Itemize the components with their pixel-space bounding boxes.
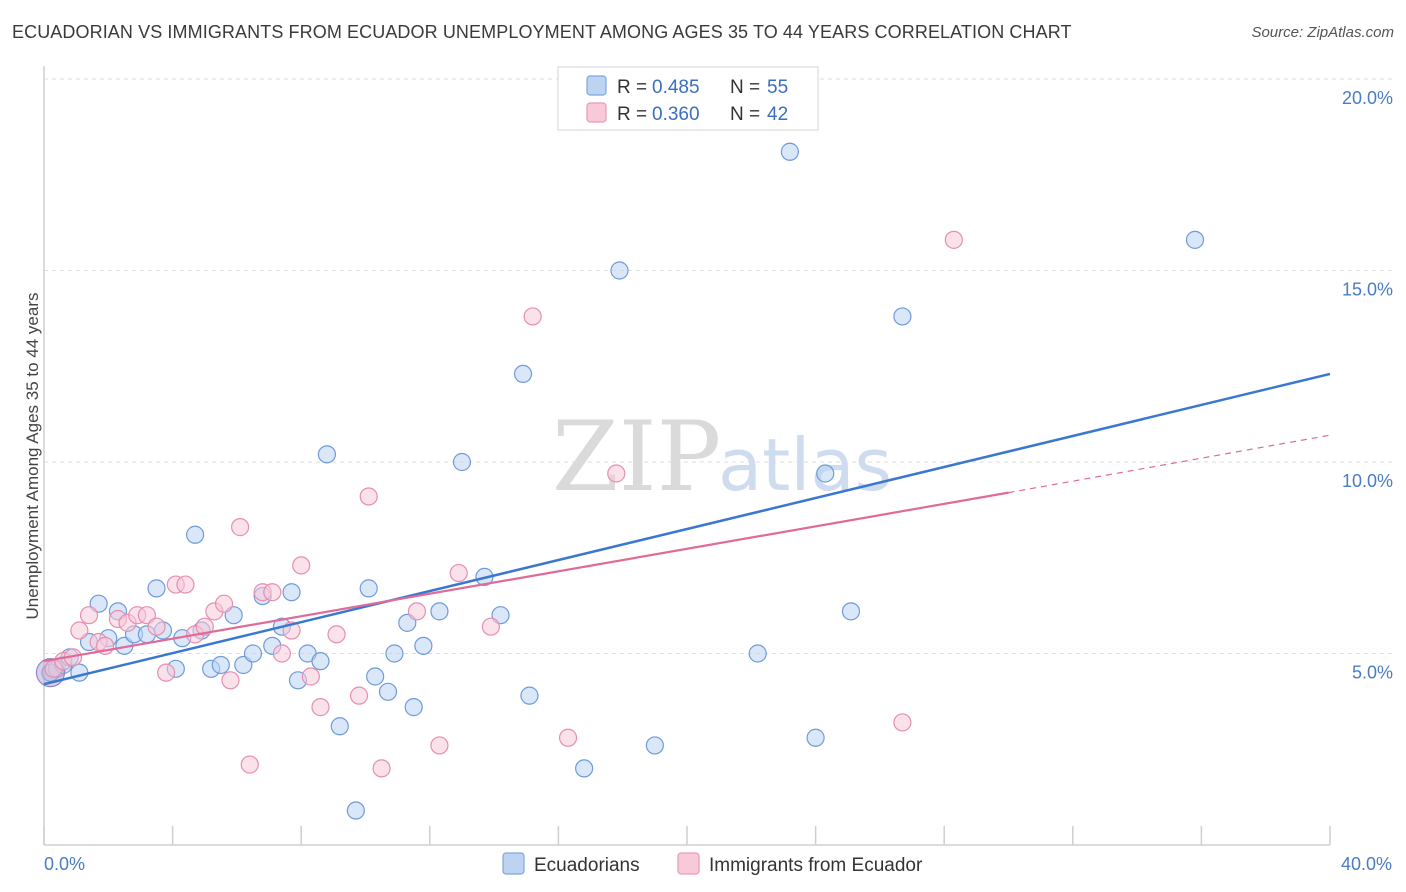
immigrants-point-28	[311, 698, 330, 717]
immigrants-point-11	[147, 617, 166, 636]
ecuadorians-point-38	[404, 698, 423, 717]
x-axis-ticks	[43, 826, 1331, 845]
legend-r-value-1: 0.485	[652, 77, 700, 98]
ecuadorians-point-31	[330, 717, 349, 736]
ecuadorians-point-35	[378, 682, 398, 701]
ecuadorians-point-36	[385, 644, 404, 663]
gridlines	[44, 78, 1392, 654]
immigrants-point-4	[79, 606, 99, 625]
immigrants-point-34	[430, 736, 449, 755]
y-tick-label-10: 10.0%	[1342, 471, 1393, 491]
ecuadorians-point-54	[893, 307, 912, 326]
immigrants-point-31	[359, 487, 378, 506]
ecuadorians-point-32	[346, 801, 365, 820]
bottom-legend-swatch-blue	[502, 852, 525, 875]
series-immigrants-points	[44, 230, 963, 778]
watermark-zip: ZIP	[552, 401, 721, 513]
trend-line-immigrants-extension	[1008, 434, 1331, 494]
immigrants-point-27	[301, 667, 320, 686]
legend-n-value-2: 42	[767, 104, 788, 125]
legend-n-label-2: N =	[730, 104, 760, 125]
ecuadorians-point-47	[610, 261, 629, 280]
legend-r-label-2: R =	[617, 104, 647, 125]
ecuadorians-point-49	[748, 644, 767, 663]
legend-n-label-1: N =	[730, 77, 760, 98]
bottom-legend-label-ecuadorians: Ecuadorians	[534, 855, 640, 876]
immigrants-point-29	[327, 625, 346, 644]
ecuadorians-point-48	[645, 736, 664, 755]
immigrants-point-39	[607, 464, 626, 483]
immigrants-point-3	[70, 621, 89, 640]
immigrants-point-14	[176, 575, 195, 594]
immigrants-point-16	[195, 617, 214, 636]
immigrants-point-12	[157, 663, 176, 682]
immigrants-point-20	[231, 518, 250, 537]
y-axis-label: Unemployment Among Ages 35 to 44 years	[23, 293, 42, 620]
ecuadorians-point-40	[430, 602, 449, 621]
bottom-legend-swatch-pink	[677, 852, 700, 875]
legend-n-value-1: 55	[767, 77, 788, 98]
trend-line-immigrants	[43, 491, 1009, 663]
immigrants-point-24	[272, 644, 292, 663]
trend-line-ecuadorians	[43, 372, 1331, 686]
trend-lines	[43, 372, 1331, 686]
ecuadorians-point-22	[243, 644, 263, 663]
x-tick-label-end: 40.0%	[1341, 854, 1392, 874]
ecuadorians-point-33	[359, 579, 378, 598]
ecuadorians-point-44	[513, 364, 533, 384]
y-tick-labels: 5.0% 10.0% 15.0% 20.0%	[1342, 88, 1393, 683]
ecuadorians-point-16	[186, 525, 205, 544]
immigrants-point-41	[944, 230, 963, 249]
bottom-legend-label-immigrants: Immigrants from Ecuador	[709, 855, 923, 876]
immigrants-point-26	[292, 556, 311, 575]
ecuadorians-point-52	[816, 464, 835, 483]
ecuadorians-point-39	[414, 636, 433, 655]
y-tick-label-20: 20.0%	[1342, 88, 1393, 108]
immigrants-point-32	[372, 759, 391, 778]
legend-swatch-blue	[586, 75, 607, 96]
bottom-legend: Ecuadorians Immigrants from Ecuador	[502, 852, 923, 876]
ecuadorians-point-45	[520, 686, 539, 705]
ecuadorians-point-50	[780, 142, 799, 161]
immigrants-point-35	[449, 563, 468, 583]
y-tick-label-15: 15.0%	[1342, 280, 1393, 300]
source-label: Source: ZipAtlas.com	[1251, 24, 1394, 41]
top-legend: R = 0.485 N = 55 R = 0.360 N = 42	[557, 66, 819, 131]
immigrants-point-23	[263, 583, 282, 602]
y-tick-label-5: 5.0%	[1352, 663, 1393, 683]
ecuadorians-point-29	[311, 652, 330, 671]
immigrants-point-37	[523, 307, 542, 326]
ecuadorians-point-12	[147, 579, 166, 598]
ecuadorians-point-30	[317, 445, 337, 464]
immigrants-point-19	[221, 671, 240, 690]
x-tick-label-start: 0.0%	[44, 854, 85, 874]
immigrants-point-40	[893, 713, 912, 732]
watermark-atlas: atlas	[718, 423, 892, 507]
immigrants-point-18	[214, 594, 234, 613]
immigrants-point-38	[558, 728, 578, 747]
ecuadorians-point-19	[211, 655, 230, 675]
immigrants-point-21	[240, 755, 259, 774]
legend-r-value-2: 0.360	[652, 104, 700, 125]
legend-r-label-1: R =	[617, 77, 647, 98]
ecuadorians-point-53	[841, 602, 861, 621]
chart-title: ECUADORIAN VS IMMIGRANTS FROM ECUADOR UN…	[12, 22, 1072, 42]
immigrants-point-33	[407, 602, 427, 621]
legend-swatch-pink	[586, 102, 607, 123]
ecuadorians-point-26	[282, 583, 301, 602]
immigrants-point-30	[349, 686, 369, 705]
ecuadorians-point-51	[806, 728, 825, 747]
ecuadorians-point-55	[1185, 230, 1205, 249]
ecuadorians-point-46	[575, 759, 594, 778]
ecuadorians-point-4	[70, 663, 89, 682]
ecuadorians-point-41	[452, 452, 472, 472]
immigrants-point-36	[481, 617, 500, 636]
ecuadorians-point-34	[366, 667, 385, 686]
